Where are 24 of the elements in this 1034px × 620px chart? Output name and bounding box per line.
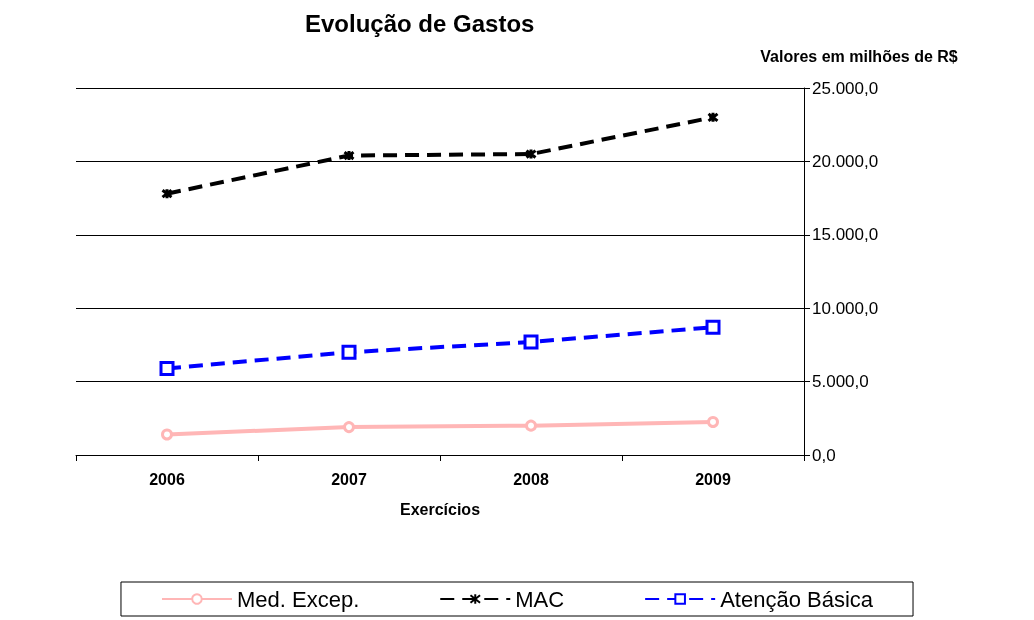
x-axis-title: Exercícios	[399, 500, 481, 518]
y-tick-label: 5.000,0	[812, 372, 869, 392]
y-tick-label: 20.000,0	[812, 151, 879, 171]
point	[343, 421, 355, 434]
x-tick-label: 2009	[695, 470, 731, 488]
point	[341, 344, 357, 360]
x-tick-label: 2007	[331, 470, 367, 488]
x-tick-label: 2006	[149, 470, 185, 488]
point	[525, 419, 537, 432]
y-tick-label: 10.000,0	[812, 298, 879, 318]
point	[707, 415, 719, 428]
y-tick-label: 15.000,0	[812, 225, 879, 245]
y-axis-title: Valores em milhões de R$	[760, 47, 958, 65]
y-tick-label: 0,0	[812, 445, 836, 465]
chart-title: Evolução de Gastos	[305, 9, 535, 37]
legend-label: Atenção Básica	[720, 586, 874, 612]
legend-label: Med. Excep.	[236, 586, 360, 612]
point	[159, 360, 175, 376]
x-tick-label: 2008	[513, 470, 549, 488]
point	[161, 428, 173, 441]
point	[523, 334, 539, 350]
point	[705, 319, 721, 335]
legend-label: MAC	[515, 586, 565, 612]
y-tick-label: 25.000,0	[812, 78, 879, 98]
